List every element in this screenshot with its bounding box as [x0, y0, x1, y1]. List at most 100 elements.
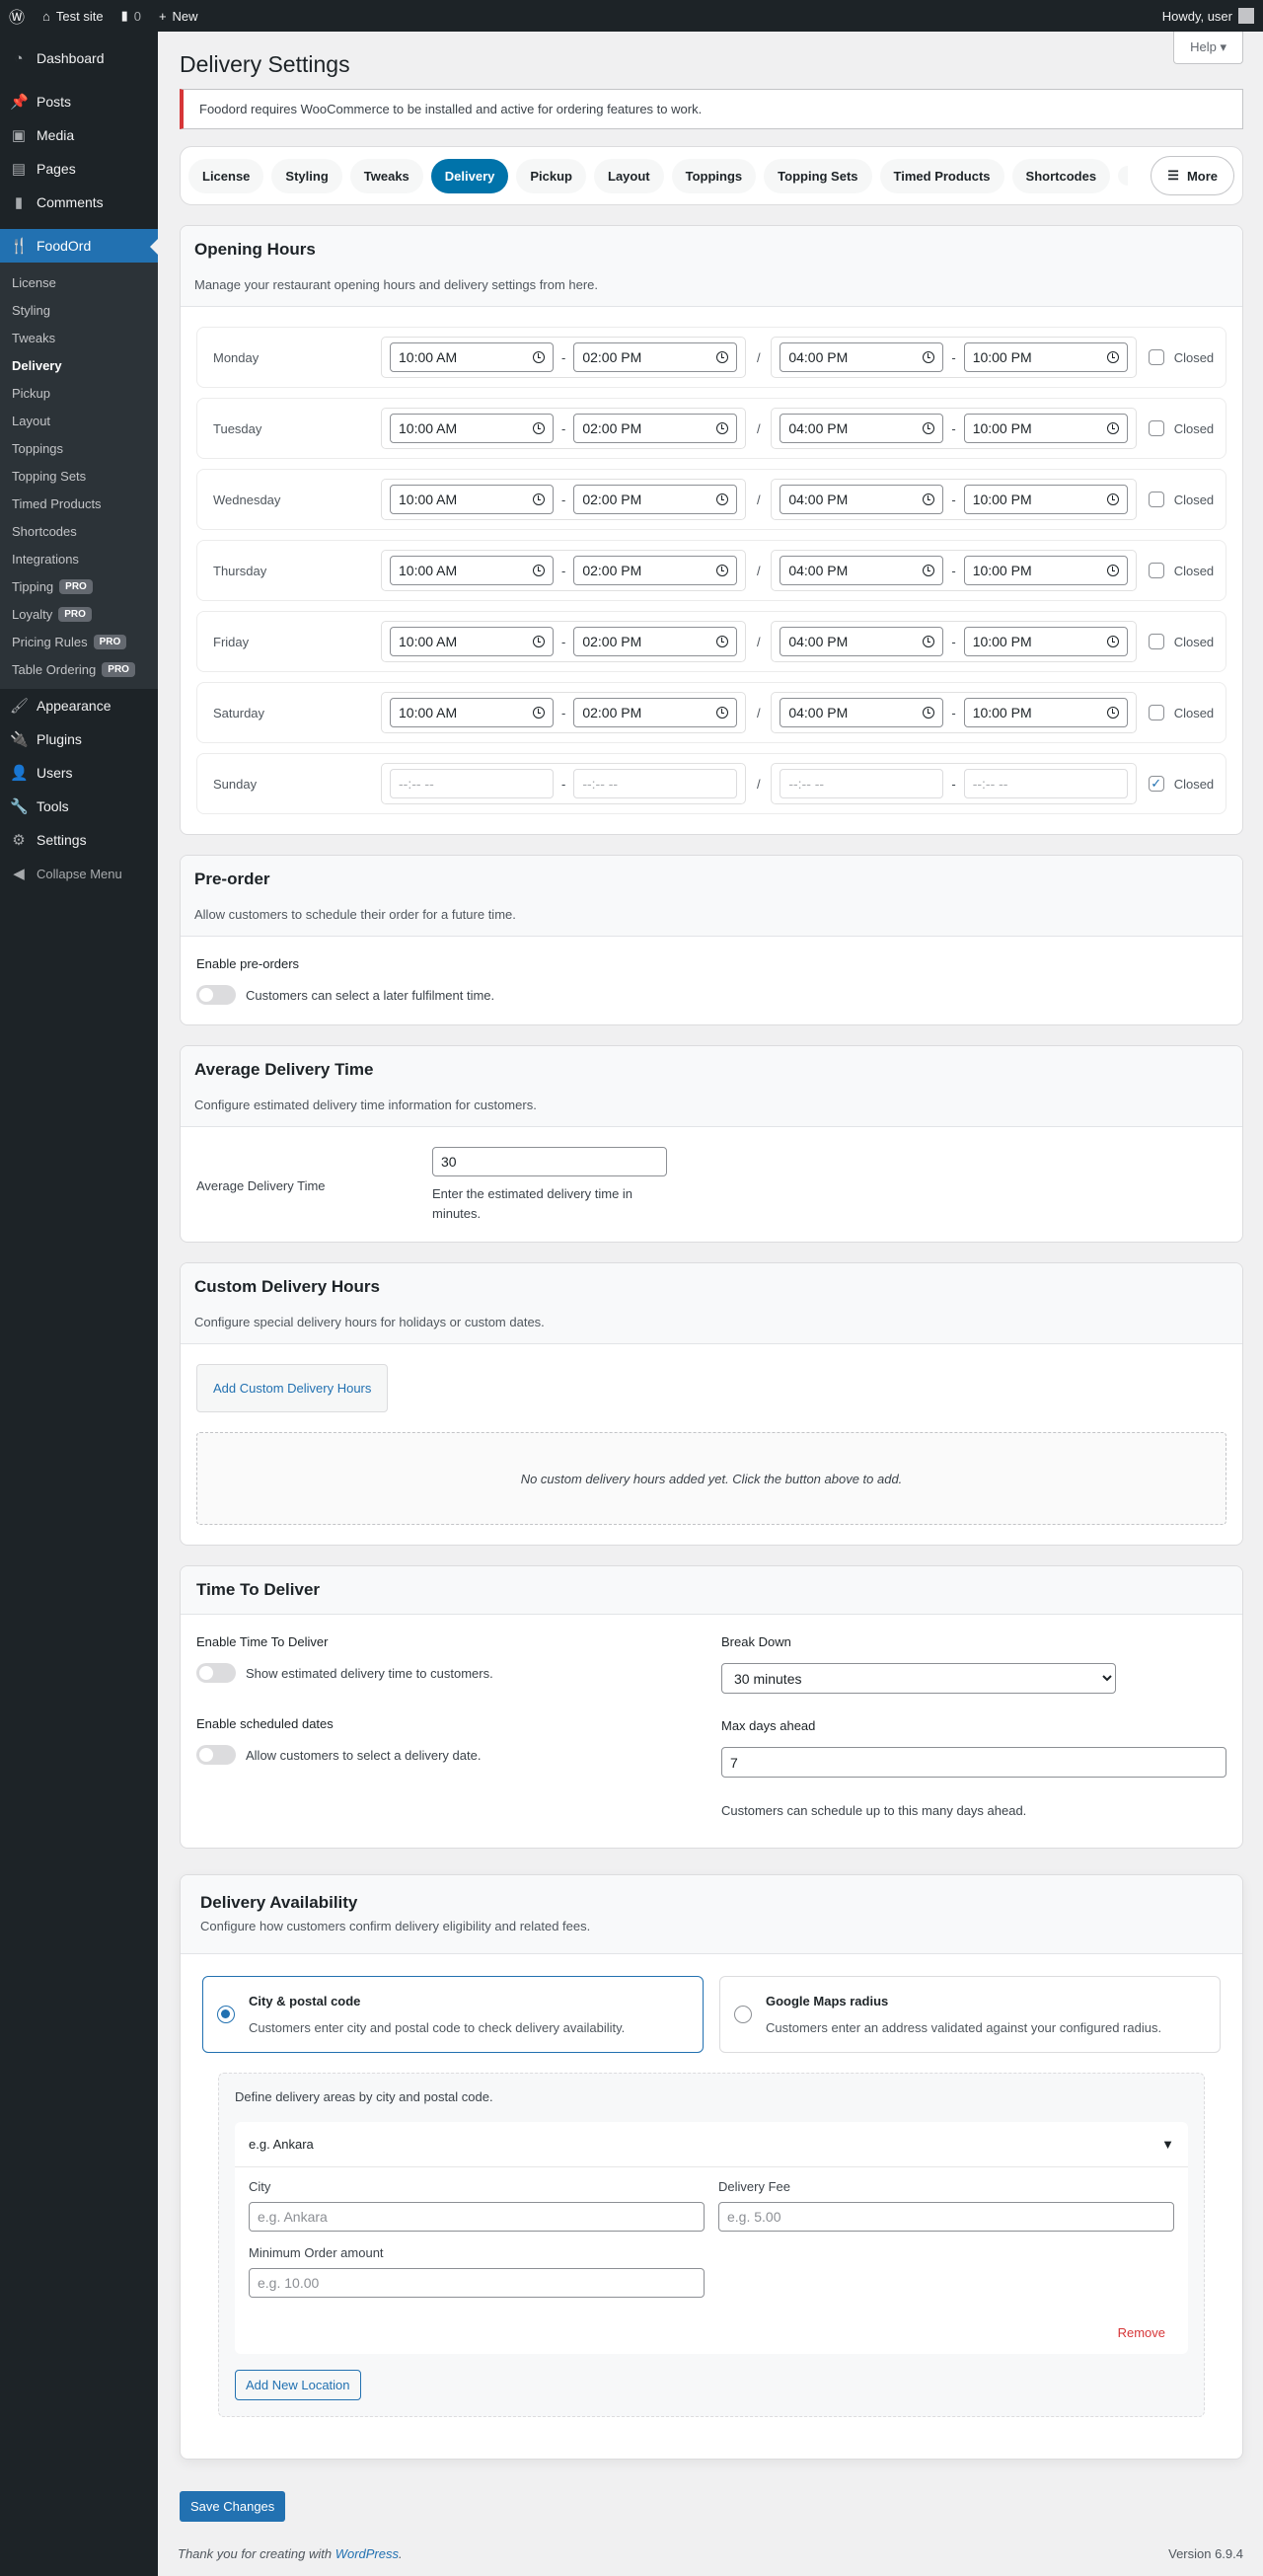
time-input[interactable]: 10:00 PM [963, 414, 1128, 443]
help-button[interactable]: Help ▾ [1173, 32, 1243, 64]
submenu-item-pricing-rules[interactable]: Pricing Rules PRO [0, 628, 158, 655]
time-input[interactable]: 10:00 AM [390, 627, 554, 656]
submenu-item-table-ordering[interactable]: Table Ordering PRO [0, 655, 158, 683]
time-input[interactable]: 04:00 PM [780, 342, 944, 372]
tab-shortcodes[interactable]: Shortcodes [1011, 158, 1111, 193]
sidebar-item-users[interactable]: 👤 Users [10, 765, 73, 782]
closed-checkbox[interactable] [1148, 492, 1164, 507]
tab-tweaks[interactable]: Tweaks [349, 158, 423, 193]
wordpress-logo-icon[interactable]: Ⓦ [9, 10, 26, 27]
closed-checkbox[interactable] [1148, 705, 1164, 720]
time-input[interactable]: 02:00 PM [573, 485, 738, 514]
submenu-item-topping-sets[interactable]: Topping Sets [12, 468, 87, 484]
sidebar-item-posts[interactable]: 📌 Posts [10, 94, 72, 111]
submenu-item-timed-products[interactable]: Timed Products [12, 495, 102, 511]
submenu-item-tipping[interactable]: Tipping PRO [0, 572, 158, 600]
tab-pickup[interactable]: Pickup [516, 158, 586, 193]
tab-styling[interactable]: Styling [271, 158, 342, 193]
closed-checkbox[interactable] [1148, 563, 1164, 578]
closed-checkbox[interactable] [1148, 349, 1164, 365]
tab-delivery[interactable]: Delivery [430, 158, 509, 193]
tab-timed-products[interactable]: Timed Products [879, 158, 1004, 193]
tab-license[interactable]: License [188, 158, 264, 193]
submenu-item-shortcodes[interactable]: Shortcodes [12, 523, 77, 539]
sidebar-item-dashboard[interactable]: ◔ Dashboard [0, 41, 158, 75]
save-changes-button[interactable]: Save Changes [180, 2491, 286, 2522]
location-header[interactable]: e.g. Ankara ▼ [235, 2122, 1188, 2167]
time-input[interactable]: 10:00 PM [963, 556, 1128, 585]
tab-toppings[interactable]: Toppings [671, 158, 757, 193]
time-input[interactable]: 02:00 PM [573, 342, 738, 372]
min-order-input[interactable] [249, 2268, 705, 2298]
time-input[interactable]: --:-- -- [963, 769, 1128, 798]
add-new-location-button[interactable]: Add New Location [235, 2370, 361, 2400]
submenu-item-loyalty[interactable]: Loyalty PRO [0, 600, 158, 628]
time-input[interactable]: 10:00 AM [390, 485, 554, 514]
sidebar-item-pages[interactable]: ▤ Pages [11, 161, 76, 178]
closed-checkbox[interactable]: ✓ [1148, 776, 1164, 792]
sidebar-item-appearance[interactable]: 🖌 Appearance [10, 698, 111, 715]
time-input[interactable]: --:-- -- [780, 769, 944, 798]
sidebar-item-comments[interactable]: ▮ Comments [0, 186, 158, 219]
time-input[interactable]: 10:00 PM [963, 627, 1128, 656]
average-delivery-time-input[interactable] [432, 1147, 667, 1176]
tab-partial[interactable] [1118, 166, 1129, 186]
time-input[interactable]: 10:00 AM [390, 556, 554, 585]
time-input[interactable]: 10:00 AM [390, 698, 554, 727]
max-days-input[interactable] [721, 1747, 1226, 1778]
time-input[interactable]: 04:00 PM [780, 414, 944, 443]
sidebar-item-plugins[interactable]: 🔌 Plugins [10, 731, 82, 748]
submenu-item-integrations[interactable]: Integrations [12, 551, 79, 567]
time-input[interactable]: 02:00 PM [573, 556, 738, 585]
remove-location-button[interactable]: Remove [1117, 2325, 1165, 2340]
time-input[interactable]: 10:00 AM [390, 342, 554, 372]
time-input[interactable]: 04:00 PM [780, 485, 944, 514]
submenu-item-delivery[interactable]: Delivery [12, 357, 62, 373]
time-input[interactable]: --:-- -- [573, 769, 738, 798]
more-tabs-button[interactable]: ☰ More [1151, 156, 1234, 195]
collapse-menu-button[interactable]: ◀ Collapse Menu [0, 857, 158, 890]
site-link[interactable]: ⌂ Test site [42, 8, 104, 24]
time-input[interactable]: 10:00 PM [963, 698, 1128, 727]
submenu-item-layout[interactable]: Layout [12, 413, 51, 428]
radio-button[interactable] [217, 2006, 235, 2023]
time-input[interactable]: 02:00 PM [573, 627, 738, 656]
tab-topping-sets[interactable]: Topping Sets [764, 158, 872, 193]
submenu-item-toppings[interactable]: Toppings [12, 440, 64, 456]
time-input[interactable]: 10:00 PM [963, 485, 1128, 514]
closed-checkbox[interactable] [1148, 634, 1164, 649]
caret-down-icon[interactable]: ▼ [1161, 2137, 1174, 2152]
time-input[interactable]: 10:00 AM [390, 414, 554, 443]
time-input[interactable]: 04:00 PM [780, 556, 944, 585]
new-link[interactable]: + New [158, 8, 198, 24]
submenu-item-styling[interactable]: Styling [12, 302, 51, 318]
time-to-deliver-toggle[interactable] [196, 1663, 236, 1683]
breakdown-select[interactable]: 30 minutes [721, 1663, 1116, 1694]
wordpress-link[interactable]: WordPress [334, 2546, 399, 2561]
availability-option[interactable]: City & postal code Customers enter city a… [202, 1976, 704, 2053]
closed-checkbox[interactable] [1148, 420, 1164, 436]
submenu-item-pickup[interactable]: Pickup [12, 385, 51, 401]
submenu-item-license[interactable]: License [12, 274, 56, 290]
sidebar-item-tools[interactable]: 🔧 Tools [10, 798, 69, 815]
sidebar-item-foodord[interactable]: 🍴 FoodOrd [0, 229, 158, 263]
radio-button[interactable] [734, 2006, 752, 2023]
tab-layout[interactable]: Layout [594, 158, 664, 193]
availability-option[interactable]: Google Maps radius Customers enter an add… [719, 1976, 1221, 2053]
time-input[interactable]: --:-- -- [390, 769, 554, 798]
scheduled-dates-toggle[interactable] [196, 1745, 236, 1765]
submenu-item-tweaks[interactable]: Tweaks [12, 330, 56, 345]
time-input[interactable]: 04:00 PM [780, 698, 944, 727]
sidebar-item-settings[interactable]: ⚙ Settings [0, 823, 158, 857]
preorder-toggle[interactable] [196, 985, 236, 1005]
comments-link[interactable]: ▮ 0 [120, 8, 141, 24]
add-custom-hours-button[interactable]: Add Custom Delivery Hours [196, 1364, 389, 1412]
time-input[interactable]: 02:00 PM [573, 414, 738, 443]
delivery-fee-input[interactable] [718, 2202, 1174, 2232]
sidebar-item-media[interactable]: ▣ Media [11, 127, 75, 144]
account-menu[interactable]: Howdy, user [1153, 0, 1263, 32]
time-input[interactable]: 04:00 PM [780, 627, 944, 656]
city-input[interactable] [249, 2202, 705, 2232]
time-input[interactable]: 10:00 PM [963, 342, 1128, 372]
time-input[interactable]: 02:00 PM [573, 698, 738, 727]
